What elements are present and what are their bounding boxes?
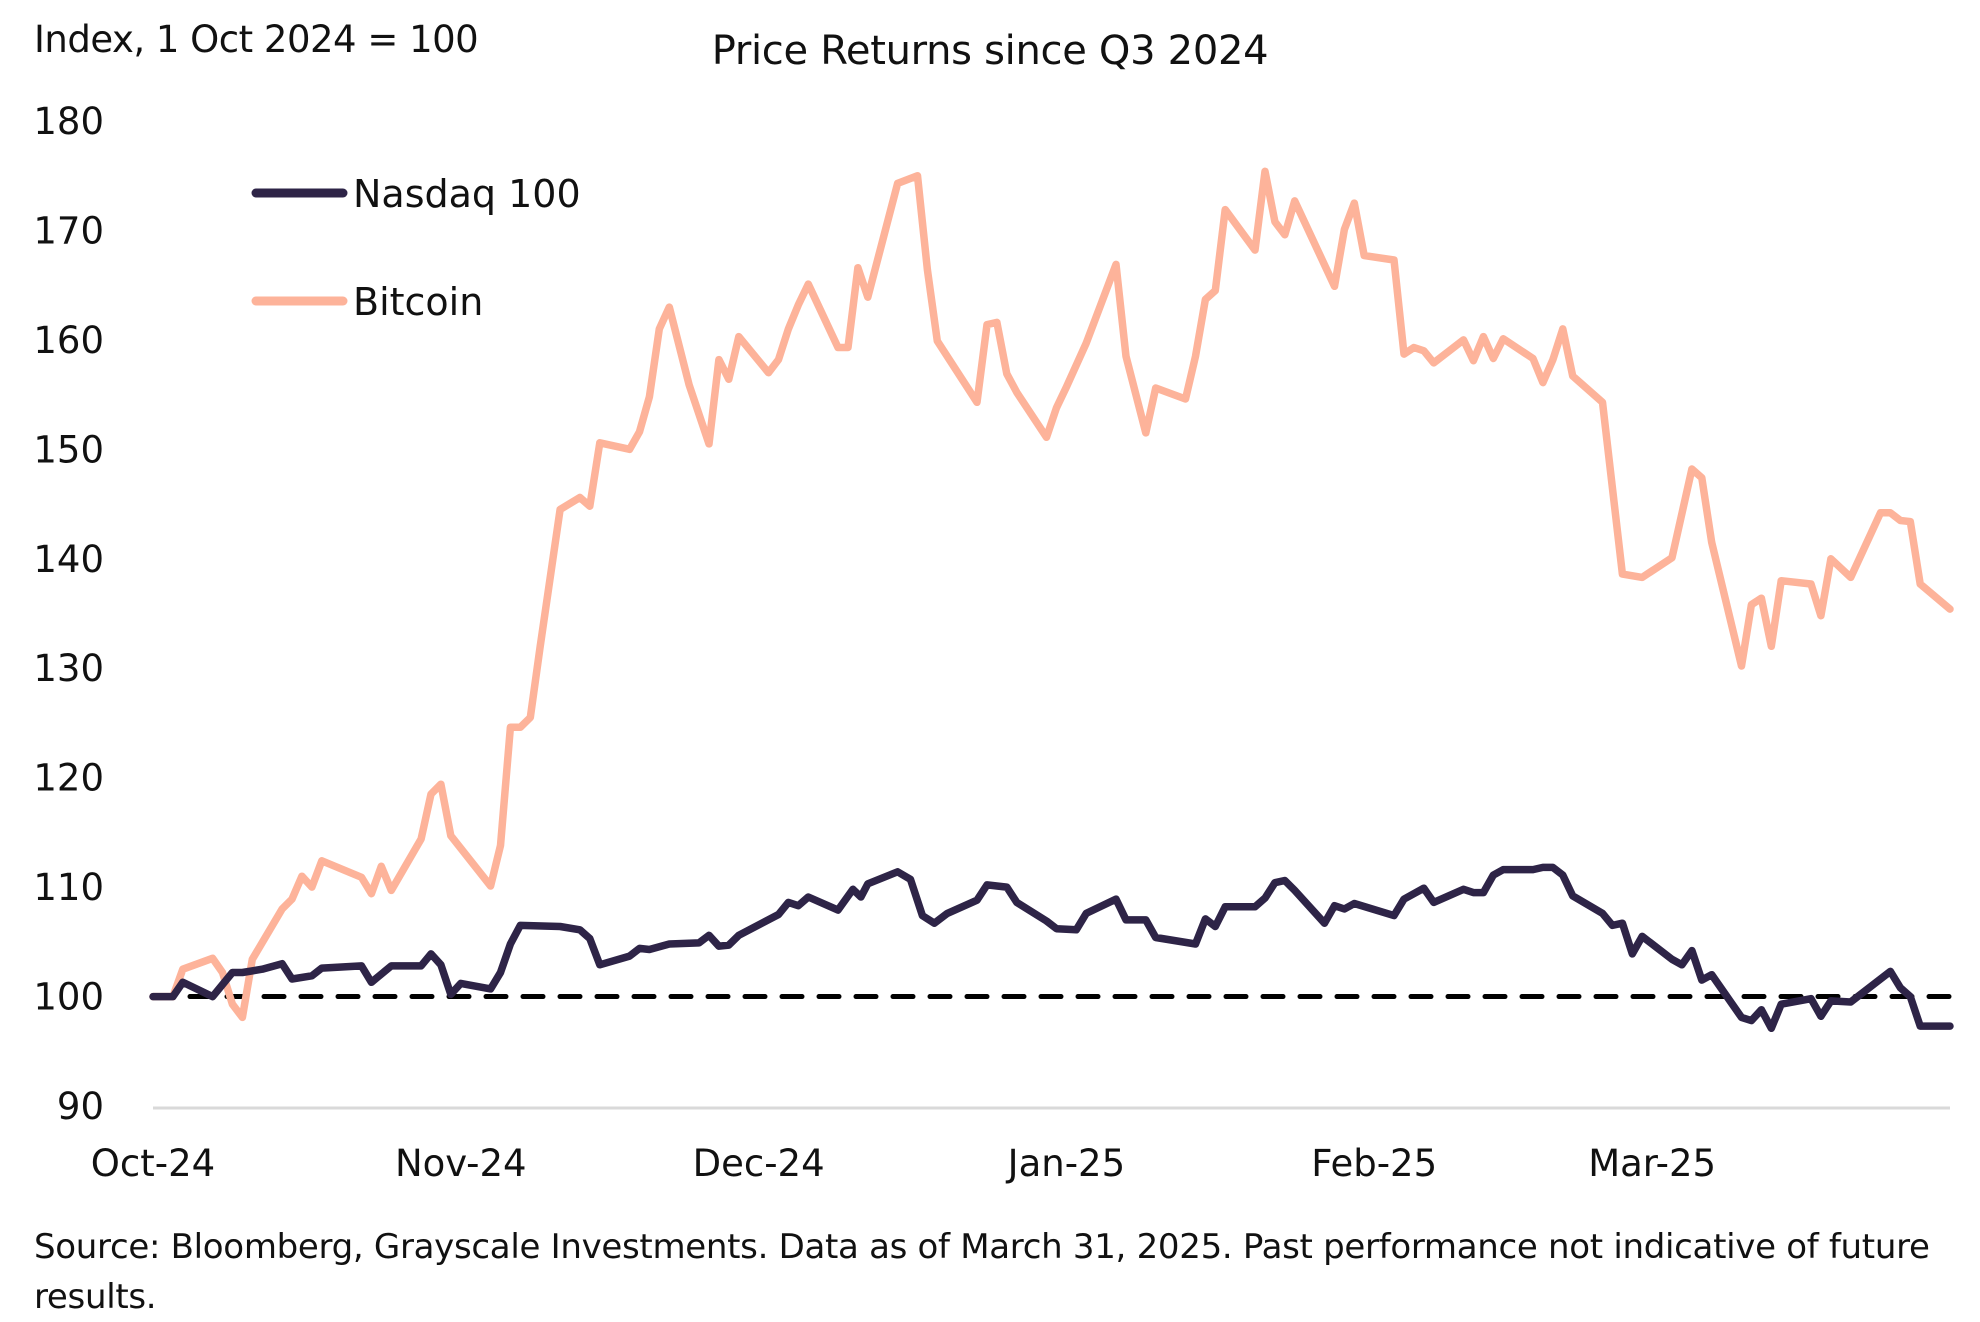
y-tick-label: 120 xyxy=(33,757,104,800)
y-tick-label: 90 xyxy=(57,1085,104,1128)
x-tick-label: Oct-24 xyxy=(91,1142,215,1185)
y-tick-label: 180 xyxy=(33,100,104,143)
x-tick-label: Mar-25 xyxy=(1588,1142,1716,1185)
series-group xyxy=(149,167,1954,1033)
x-tick-label: Nov-24 xyxy=(395,1142,527,1185)
chart-title-text: Price Returns since Q3 2024 xyxy=(711,28,1269,74)
x-tick-label: Dec-24 xyxy=(693,1142,825,1185)
y-tick-label: 150 xyxy=(33,428,104,471)
x-tick-label: Feb-25 xyxy=(1311,1142,1437,1185)
legend: Nasdaq 100 Bitcoin xyxy=(251,172,581,324)
footnote: Source: Bloomberg, Grayscale Investments… xyxy=(34,1227,1930,1317)
legend-label-nasdaq-100: Nasdaq 100 xyxy=(353,172,581,216)
legend-label-bitcoin: Bitcoin xyxy=(353,280,483,324)
x-tick-label: Jan-25 xyxy=(1006,1142,1125,1185)
series-line-bitcoin xyxy=(149,167,1954,1022)
chart-title: Price Returns since Q3 2024 xyxy=(0,28,1980,74)
y-tick-label: 100 xyxy=(33,976,104,1019)
y-tick-label: 160 xyxy=(33,319,104,362)
y-tick-label: 130 xyxy=(33,647,104,690)
series-line-nasdaq-100 xyxy=(149,863,1954,1033)
y-tick-label: 170 xyxy=(33,209,104,252)
y-axis-title: Index, 1 Oct 2024 = 100 xyxy=(34,18,479,61)
x-axis-ticks: Oct-24 Nov-24 Dec-24 Jan-25 Feb-25 Mar-25 xyxy=(91,1142,1716,1185)
y-tick-label: 110 xyxy=(33,866,104,909)
y-tick-label: 140 xyxy=(33,538,104,581)
y-axis-ticks: 90 100 110 120 130 140 150 160 170 180 xyxy=(33,100,104,1128)
